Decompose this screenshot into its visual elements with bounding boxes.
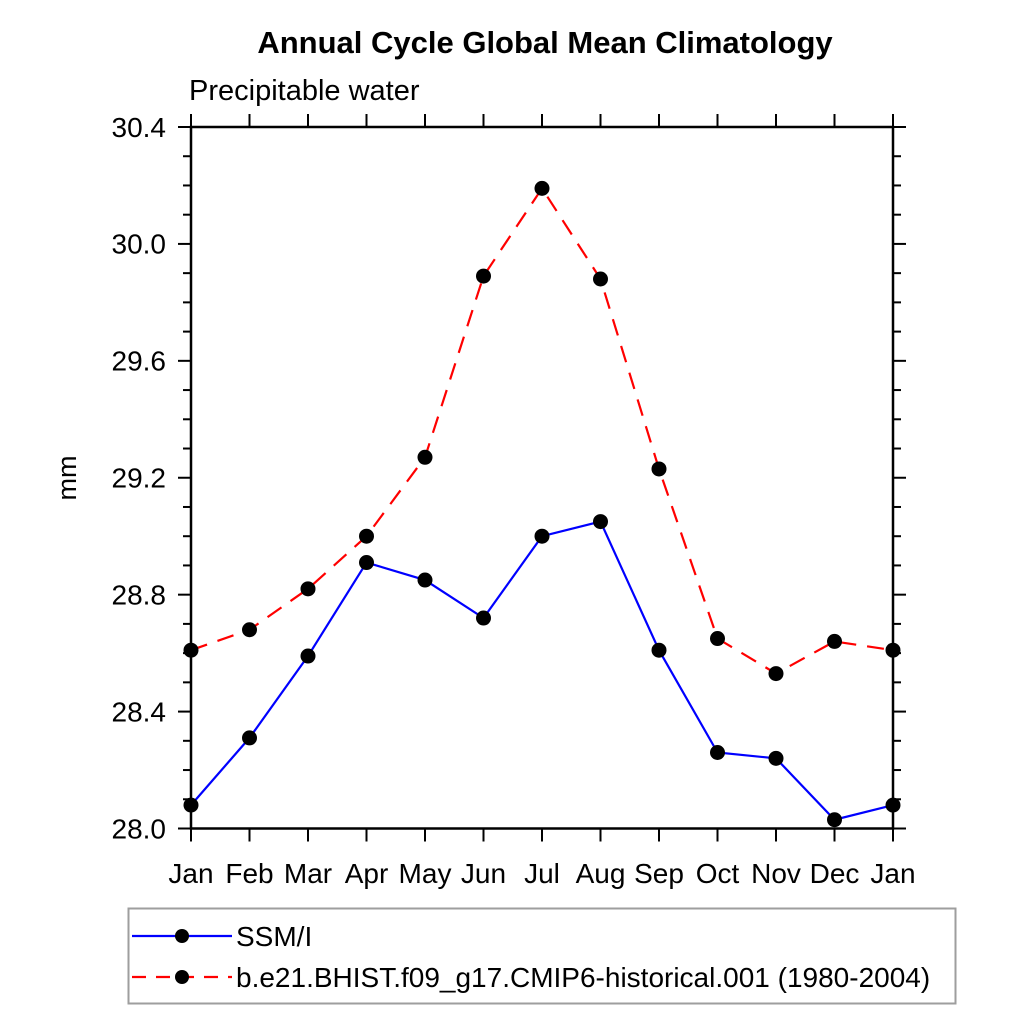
legend-sample-marker xyxy=(175,970,189,984)
data-point-marker xyxy=(593,514,608,530)
data-point-marker xyxy=(242,730,257,746)
data-point-marker xyxy=(768,750,784,766)
x-axis-tick-label: Jul xyxy=(524,858,560,889)
y-axis-tick-label: 29.2 xyxy=(112,463,167,494)
data-point-marker xyxy=(768,666,784,682)
x-axis-tick-label: Aug xyxy=(576,858,626,889)
y-axis-label: mm xyxy=(52,456,82,501)
data-point-marker xyxy=(827,812,842,828)
x-axis-tick-label: Jan xyxy=(168,858,213,889)
data-point-marker xyxy=(651,642,667,658)
x-axis-tick-label: Oct xyxy=(696,858,740,889)
data-point-marker xyxy=(359,555,374,571)
data-point-marker xyxy=(359,528,374,544)
plot-border xyxy=(189,125,895,830)
y-axis-tick-label: 29.6 xyxy=(112,346,167,377)
data-point-marker xyxy=(417,572,433,588)
x-axis-tick-label: May xyxy=(399,858,452,889)
data-point-marker xyxy=(534,528,550,544)
ssmi-series-line xyxy=(190,520,894,821)
legend-label-model: b.e21.BHIST.f09_g17.CMIP6-historical.001… xyxy=(236,962,930,993)
data-point-marker xyxy=(827,633,842,649)
y-axis-tick-label: 30.0 xyxy=(112,229,167,260)
axis-ticks: Jan Feb Mar Apr May Jun Jul Aug Sep Oct Nov Dec Jan2… xyxy=(112,112,916,889)
data-point-marker xyxy=(710,745,725,761)
legend-border xyxy=(127,907,957,1005)
data-point-marker xyxy=(534,180,550,196)
x-axis-tick-label: Jan xyxy=(870,858,915,889)
data-point-marker xyxy=(417,449,433,465)
data-point-marker xyxy=(300,648,316,664)
x-axis-tick-label: Dec xyxy=(810,858,860,889)
data-point-marker xyxy=(183,642,199,658)
x-axis-tick-label: Feb xyxy=(225,858,273,889)
legend-box: SSM/I b.e21.BHIST.f09_g17.CMIP6-historic… xyxy=(127,907,957,1005)
x-axis-tick-label: Nov xyxy=(751,858,801,889)
data-point-marker xyxy=(476,610,491,626)
x-axis-tick-label: Jun xyxy=(461,858,506,889)
data-point-marker xyxy=(885,642,901,658)
y-axis-tick-label: 30.4 xyxy=(112,112,167,143)
data-point-marker xyxy=(885,797,901,813)
x-axis-tick-label: Apr xyxy=(345,858,389,889)
data-point-marker xyxy=(300,581,316,597)
legend-sample-marker xyxy=(175,929,189,943)
y-axis-tick-label: 28.4 xyxy=(112,696,167,727)
data-series xyxy=(183,180,901,828)
data-point-marker xyxy=(242,622,257,638)
y-axis-tick-label: 28.0 xyxy=(112,813,167,844)
y-axis-tick-label: 28.8 xyxy=(112,579,167,610)
data-point-marker xyxy=(710,631,725,647)
model-series-line xyxy=(190,186,894,675)
data-point-marker xyxy=(476,268,491,284)
data-point-marker xyxy=(183,797,199,813)
x-axis-tick-label: Mar xyxy=(284,858,332,889)
data-point-marker xyxy=(593,271,608,287)
chart-title: Annual Cycle Global Mean Climatology xyxy=(257,25,833,60)
x-axis-tick-label: Sep xyxy=(634,858,684,889)
data-point-marker xyxy=(651,461,667,477)
chart-subtitle: Precipitable water xyxy=(189,75,420,107)
legend-label-ssmi: SSM/I xyxy=(236,921,312,952)
